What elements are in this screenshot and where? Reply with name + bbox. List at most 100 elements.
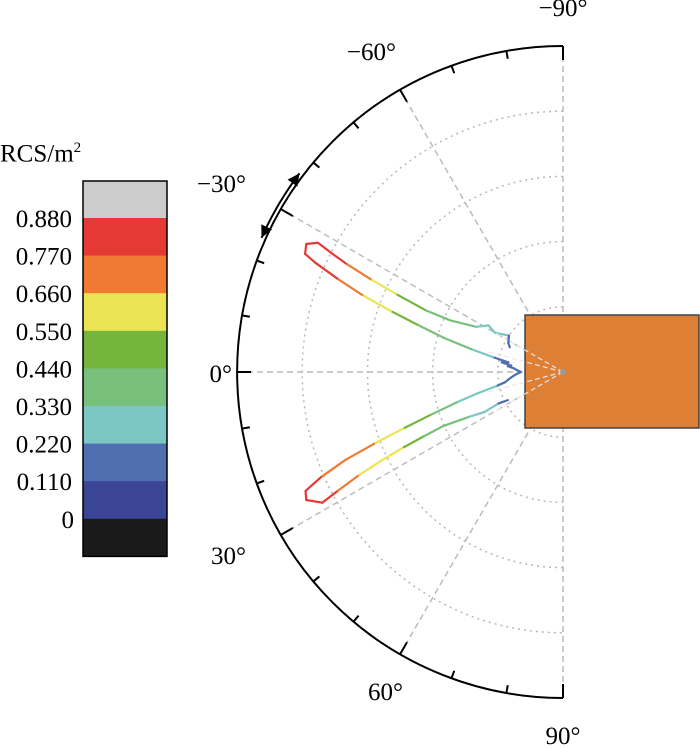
curve-segment [455, 392, 479, 404]
colorbar-title-sup: 2 [73, 140, 82, 156]
colorbar-band-1 [83, 218, 167, 257]
colorbar-band-6 [83, 406, 167, 445]
angle-tick-110 [256, 479, 265, 485]
curve-segment [344, 442, 376, 462]
arrow-head [287, 173, 300, 187]
curve-segment [304, 489, 308, 502]
angle-label-5: 60° [368, 679, 403, 706]
angle-label-0: −90° [538, 0, 587, 22]
colorbar-title-text: RCS/m [0, 140, 74, 168]
colorbar-label-0: 0.880 [16, 206, 72, 233]
spoke-4 [280, 371, 564, 536]
colorbar-band-3 [83, 293, 167, 332]
block-ray-1 [485, 350, 564, 373]
colorbar-label-2: 0.660 [16, 281, 72, 308]
curve-segment [314, 261, 339, 280]
curve-segment [443, 415, 470, 427]
curve-segment [321, 489, 340, 504]
colorbar-band-7 [83, 443, 167, 482]
arrow-shaft [260, 172, 301, 239]
curve-segment [483, 402, 500, 414]
curve-segment [507, 334, 511, 345]
curve-segment [370, 279, 399, 296]
angle-tick-10 [505, 50, 509, 60]
block-ray-0 [493, 331, 564, 373]
curve-segment [304, 242, 308, 256]
colorbar-label-7: 0.110 [17, 469, 72, 496]
curve-segment [304, 476, 322, 493]
curve-segment [361, 293, 393, 313]
curve-segment [336, 473, 361, 492]
block-ray-3 [493, 371, 564, 413]
colorbar-label-3: 0.550 [16, 319, 72, 346]
colorbar-band-4 [83, 330, 167, 369]
curve-segment [336, 277, 364, 296]
curve-segment [305, 241, 319, 246]
curve-segment [470, 348, 494, 359]
angle-tick-30 [399, 89, 408, 103]
curve-segment [304, 252, 317, 264]
colorbar-band-5 [83, 368, 167, 407]
target-block [524, 314, 700, 429]
angular-grid-spokes [237, 89, 564, 655]
angle-tick-120 [280, 527, 294, 536]
angle-tick-50 [312, 161, 321, 169]
curve-segment [396, 293, 428, 312]
angle-label-6: 90° [546, 723, 581, 748]
curve-segment [494, 381, 507, 388]
curve-segment [389, 309, 419, 326]
angle-tick-140 [352, 614, 360, 623]
arrow-head [261, 224, 273, 238]
colorbar-frame [82, 180, 168, 558]
colorbar-band-0 [83, 181, 167, 219]
colorbar-band-2 [83, 255, 167, 294]
curve-segment [475, 324, 490, 328]
angle-label-3: 0° [210, 361, 233, 388]
rcs-curves [304, 241, 522, 504]
curve-segment [491, 355, 510, 364]
curve-segment [346, 263, 374, 282]
curve-lower-lobe [304, 371, 522, 504]
curve-segment [425, 309, 452, 322]
curve-segment [402, 414, 431, 430]
colorbar-band-9 [83, 518, 167, 557]
curve-segment [329, 251, 349, 266]
spoke-2 [280, 208, 564, 373]
angle-tick-20 [450, 65, 456, 74]
angle-label-2: −30° [197, 171, 246, 198]
curve-segment [428, 401, 458, 417]
curve-segment [422, 424, 446, 438]
curve-segment [372, 427, 405, 445]
angle-tick-80 [241, 314, 251, 318]
angle-tick-labels: −90° −60° −30° 0° 30° 60° 90° [197, 0, 588, 748]
curve-segment [487, 324, 497, 334]
curve-segment [476, 385, 498, 395]
curve-segment [494, 331, 511, 337]
curve-segment [442, 336, 473, 351]
block-rays [485, 331, 564, 413]
curve-segment [416, 323, 446, 339]
angle-tick-60 [280, 208, 294, 217]
curve-segment [449, 319, 478, 328]
angle-tick-marks [237, 46, 564, 698]
angle-tick-70 [256, 259, 265, 265]
block-ray-2 [485, 371, 564, 394]
center-point [560, 369, 566, 375]
angle-tick-160 [450, 670, 456, 679]
curve-segment [305, 498, 324, 504]
curve-segment [316, 241, 333, 254]
colorbar-label-5: 0.330 [16, 394, 72, 421]
colorbar-label-8: 0 [62, 507, 75, 534]
curve-upper-lobe [304, 241, 522, 373]
angle-tick-40 [352, 121, 360, 130]
curve-segment [497, 399, 509, 405]
curve-segment [467, 410, 486, 419]
colorbar [82, 180, 168, 558]
angle-label-4: 30° [211, 543, 246, 570]
curve-segment [507, 341, 511, 349]
angle-tick-170 [505, 684, 509, 694]
curve-segment [402, 435, 426, 449]
angle-tick-100 [241, 426, 251, 430]
colorbar-title: RCS/m2 [0, 140, 81, 168]
